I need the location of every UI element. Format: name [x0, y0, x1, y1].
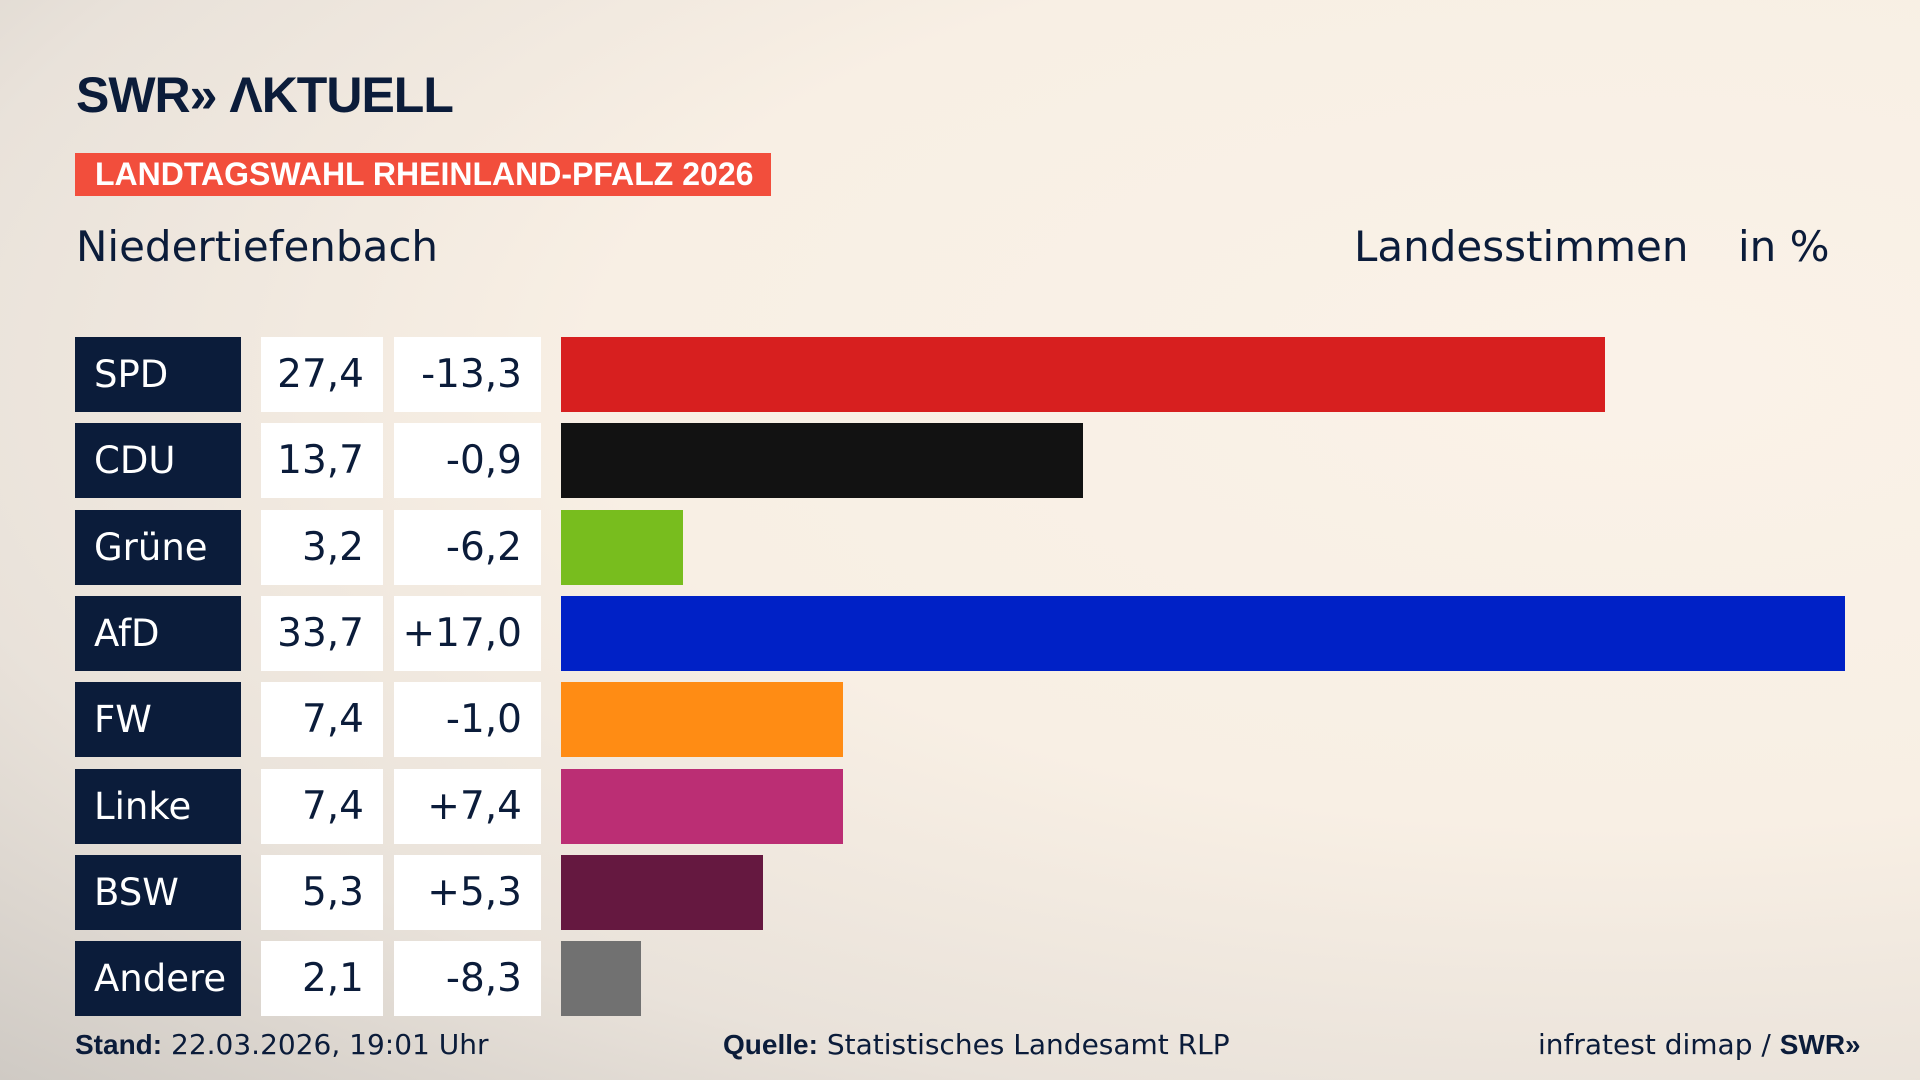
diff-label: -8,3 — [394, 941, 541, 1017]
election-banner: LANDTAGSWAHL RHEINLAND-PFALZ 2026 — [75, 153, 772, 196]
bar — [561, 595, 1845, 671]
credit-text: infratest dimap / — [1538, 1028, 1780, 1061]
source: Quelle: Statistisches Landesamt RLP — [723, 1028, 1230, 1061]
chart-row: CDU 13,7 -0,9 — [0, 423, 1920, 499]
party-label: AfD — [75, 595, 241, 671]
swr-logo: SWR» — [1779, 1029, 1861, 1060]
diff-label: -0,9 — [394, 423, 541, 499]
stand-value: 22.03.2026, 19:01 Uhr — [171, 1028, 489, 1061]
bar — [561, 337, 1605, 412]
bar — [561, 509, 683, 585]
party-label: SPD — [75, 337, 241, 412]
diff-label: +7,4 — [394, 768, 541, 844]
timestamp: Stand: 22.03.2026, 19:01 Uhr — [75, 1028, 488, 1061]
diff-label: +5,3 — [394, 854, 541, 930]
chart-row: Grüne 3,2 -6,2 — [0, 509, 1920, 585]
value-label: 2,1 — [261, 941, 383, 1017]
party-label: Andere — [75, 941, 241, 1017]
place-title: Niedertiefenbach — [76, 222, 439, 271]
value-label: 13,7 — [261, 423, 383, 499]
bar — [561, 768, 843, 844]
value-label: 5,3 — [261, 854, 383, 930]
chart-row: Linke 7,4 +7,4 — [0, 768, 1920, 844]
value-label: 3,2 — [261, 509, 383, 585]
value-label: 33,7 — [261, 595, 383, 671]
value-label: 27,4 — [261, 337, 383, 412]
chart-row: AfD 33,7 +17,0 — [0, 595, 1920, 671]
diff-label: +17,0 — [394, 595, 541, 671]
diff-label: -1,0 — [394, 682, 541, 758]
unit-label: in % — [1738, 222, 1830, 271]
diff-label: -13,3 — [394, 337, 541, 412]
chart-row: SPD 27,4 -13,3 — [0, 337, 1920, 412]
value-label: 7,4 — [261, 682, 383, 758]
swr-aktuell-logo: SWR» ΛKTUELL — [76, 67, 454, 123]
credit: infratest dimap / SWR» — [1538, 1028, 1861, 1061]
bar — [561, 423, 1083, 499]
source-value: Statistisches Landesamt RLP — [826, 1028, 1230, 1061]
bar — [561, 941, 641, 1017]
bar — [561, 854, 763, 930]
party-label: Grüne — [75, 509, 241, 585]
party-label: CDU — [75, 423, 241, 499]
party-label: BSW — [75, 854, 241, 930]
stand-label: Stand: — [75, 1029, 163, 1060]
chart-row: Andere 2,1 -8,3 — [0, 941, 1920, 1017]
bar — [561, 682, 843, 758]
value-label: 7,4 — [261, 768, 383, 844]
chart-row: FW 7,4 -1,0 — [0, 682, 1920, 758]
party-label: FW — [75, 682, 241, 758]
source-label: Quelle: — [723, 1029, 818, 1060]
measure-label: Landesstimmen — [1354, 222, 1689, 271]
party-label: Linke — [75, 768, 241, 844]
chart-row: BSW 5,3 +5,3 — [0, 854, 1920, 930]
diff-label: -6,2 — [394, 509, 541, 585]
